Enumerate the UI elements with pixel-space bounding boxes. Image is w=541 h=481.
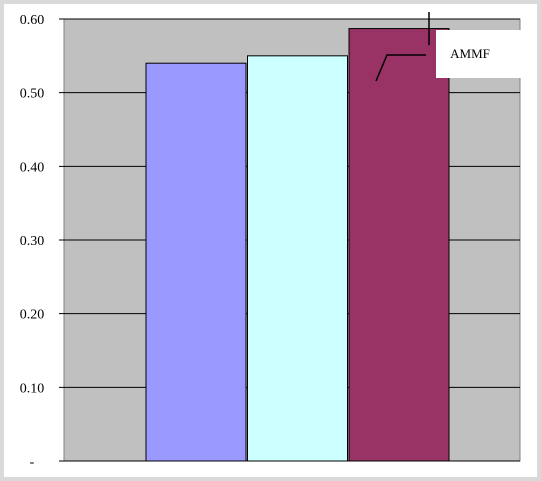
y-tick-label: 0.10 [20, 381, 45, 396]
bar-series-1 [145, 62, 247, 462]
bar-chart: - 0.10 0.20 0.30 0.40 0.50 0.60 AMMF [20, 12, 526, 470]
annotation-label: AMMF [450, 46, 490, 61]
annotation-leader-line [375, 54, 426, 82]
y-tick-label: 0.20 [20, 308, 45, 323]
y-tick-label: 0.50 [20, 87, 45, 102]
annotation-box [436, 30, 526, 78]
annotation-callout: AMMF [375, 30, 526, 82]
y-tick-label: 0.60 [20, 13, 45, 28]
chart-frame: - 0.10 0.20 0.30 0.40 0.50 0.60 AMMF [4, 4, 537, 477]
bar-series-3 [348, 28, 450, 462]
bars [145, 28, 450, 462]
y-tick-label: - [30, 455, 35, 470]
y-tick-label: 0.40 [20, 160, 45, 175]
y-tick-label: 0.30 [20, 234, 45, 249]
y-axis-tick-labels: - 0.10 0.20 0.30 0.40 0.50 0.60 [20, 13, 45, 470]
bar-series-2 [247, 55, 348, 462]
